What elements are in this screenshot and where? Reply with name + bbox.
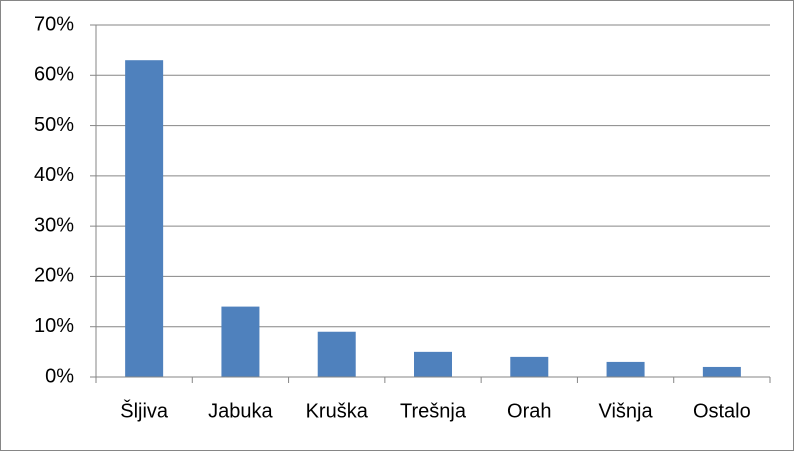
- bar: [125, 60, 164, 377]
- x-tick-label: Orah: [507, 400, 551, 422]
- y-tick-label: 10%: [34, 315, 74, 337]
- x-tick-label: Jabuka: [208, 400, 273, 422]
- y-tick-label: 60%: [34, 64, 74, 86]
- x-tick-label: Šljiva: [120, 399, 169, 422]
- x-tick-label: Trešnja: [400, 400, 467, 422]
- bar: [414, 351, 452, 377]
- y-tick-label: 20%: [34, 265, 74, 287]
- x-tick-label: Ostalo: [693, 400, 751, 422]
- y-tick-label: 40%: [34, 164, 74, 186]
- bar: [606, 361, 645, 377]
- y-tick-label: 0%: [45, 365, 74, 387]
- bar: [317, 331, 356, 377]
- y-tick-label: 50%: [34, 114, 74, 136]
- y-tick-label: 30%: [34, 214, 74, 236]
- x-tick-label: Višnja: [599, 400, 654, 422]
- bar: [221, 306, 260, 377]
- bar: [510, 356, 549, 377]
- y-tick-label: 70%: [34, 13, 74, 35]
- x-tick-label: Kruška: [306, 400, 369, 422]
- bar: [702, 366, 741, 377]
